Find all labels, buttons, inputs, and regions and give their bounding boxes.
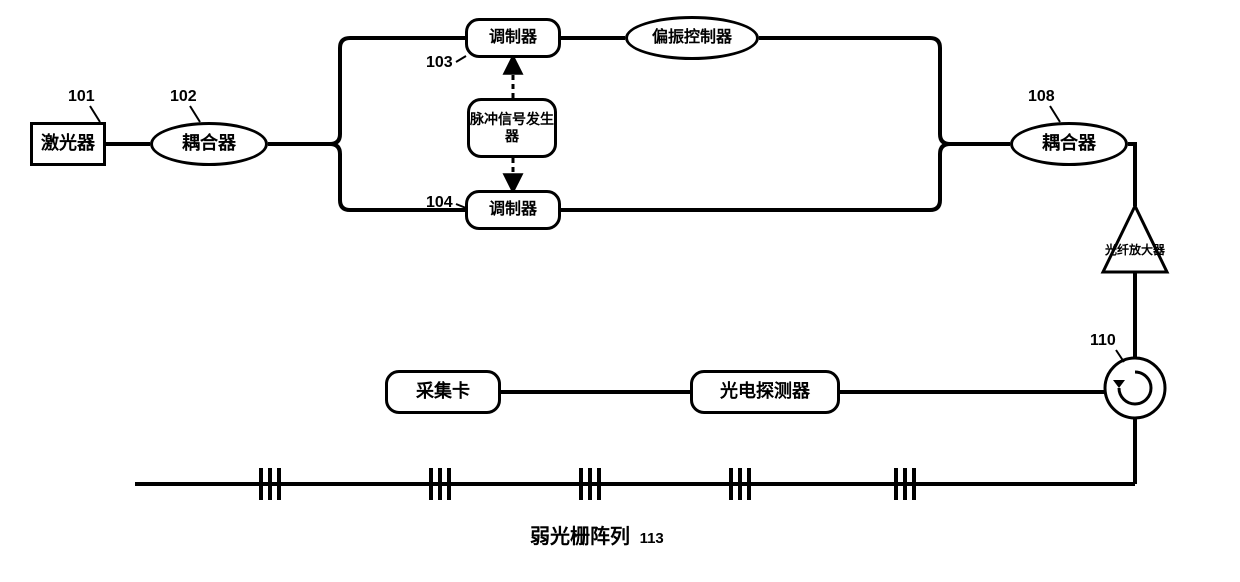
wire-coupler2-amp xyxy=(1128,144,1135,206)
label-101: 101 xyxy=(68,88,95,106)
daq-label: 采集卡 xyxy=(416,381,470,403)
leader-101 xyxy=(90,106,100,122)
label-110: 110 xyxy=(1090,332,1116,350)
grating-caption: 弱光栅阵列 113 xyxy=(530,520,664,549)
label-102: 102 xyxy=(170,88,197,106)
leader-108 xyxy=(1050,106,1060,122)
wire-mod2-coupler2 xyxy=(561,144,1010,210)
grating-caption-num: 113 xyxy=(640,530,664,547)
modulator2-label: 调制器 xyxy=(489,200,537,219)
grating-ticks xyxy=(261,468,914,500)
pulse-gen-box: 脉冲信号发生器 xyxy=(467,98,557,158)
detector-label: 光电探测器 xyxy=(720,381,810,403)
daq-box: 采集卡 xyxy=(385,370,501,414)
coupler1-label: 耦合器 xyxy=(182,133,236,155)
label-104: 104 xyxy=(426,194,453,212)
amp-text: 光纤放大器 xyxy=(1103,228,1167,272)
detector-box: 光电探测器 xyxy=(690,370,840,414)
circulator-arrow-arc xyxy=(1119,372,1151,404)
wire-polctrl-coupler2 xyxy=(759,38,1010,144)
modulator1-label: 调制器 xyxy=(489,28,537,47)
label-103: 103 xyxy=(426,54,453,72)
leader-103 xyxy=(456,56,466,62)
circulator-arrow-head xyxy=(1113,380,1125,388)
leader-110 xyxy=(1116,350,1124,362)
coupler2-label: 耦合器 xyxy=(1042,133,1096,155)
pulse-gen-label: 脉冲信号发生器 xyxy=(470,111,554,145)
leader-102 xyxy=(190,106,200,122)
coupler2-box: 耦合器 xyxy=(1010,122,1128,166)
label-108: 108 xyxy=(1028,88,1055,106)
coupler1-box: 耦合器 xyxy=(150,122,268,166)
laser-box: 激光器 xyxy=(30,122,106,166)
polctrl-label: 偏振控制器 xyxy=(652,28,732,47)
modulator2-box: 调制器 xyxy=(465,190,561,230)
laser-label: 激光器 xyxy=(41,133,95,155)
polctrl-box: 偏振控制器 xyxy=(625,16,759,60)
amp-label: 光纤放大器 xyxy=(1105,243,1165,257)
circulator-outer xyxy=(1105,358,1165,418)
modulator1-box: 调制器 xyxy=(465,18,561,58)
